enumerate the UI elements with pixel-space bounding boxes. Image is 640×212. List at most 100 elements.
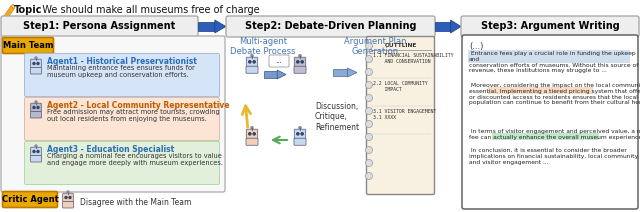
FancyBboxPatch shape: [246, 138, 258, 145]
Polygon shape: [11, 4, 15, 9]
Circle shape: [365, 159, 372, 166]
Text: Moreover, considering the impact on the local community is
essential. Implementi: Moreover, considering the impact on the …: [469, 83, 640, 105]
Circle shape: [37, 151, 39, 152]
Text: : We should make all museums free of charge: : We should make all museums free of cha…: [36, 5, 260, 15]
FancyBboxPatch shape: [269, 55, 289, 67]
Text: Agent1 - Historical Preservationist: Agent1 - Historical Preservationist: [47, 57, 197, 66]
Circle shape: [365, 81, 372, 88]
Circle shape: [365, 42, 372, 49]
Circle shape: [301, 133, 303, 135]
FancyBboxPatch shape: [294, 57, 306, 67]
Circle shape: [33, 151, 35, 152]
Text: Multi-agent
Debate Process: Multi-agent Debate Process: [230, 37, 296, 56]
Circle shape: [365, 95, 372, 102]
FancyBboxPatch shape: [246, 129, 258, 138]
Circle shape: [33, 106, 35, 109]
Text: 3.1 VISITOR ENGAGEMENT
3.1 XXXX: 3.1 VISITOR ENGAGEMENT 3.1 XXXX: [373, 109, 436, 120]
FancyBboxPatch shape: [462, 35, 638, 209]
Circle shape: [253, 133, 255, 135]
Circle shape: [35, 101, 37, 103]
FancyBboxPatch shape: [31, 112, 42, 118]
FancyBboxPatch shape: [294, 66, 306, 73]
Text: In terms of visitor engagement and perceived value, a nominal
fee can actually e: In terms of visitor engagement and perce…: [469, 129, 640, 140]
Text: In conclusion, it is essential to consider the broader
implications on financial: In conclusion, it is essential to consid…: [469, 148, 640, 165]
Circle shape: [297, 61, 299, 63]
Text: Step1: Persona Assignment: Step1: Persona Assignment: [24, 21, 175, 31]
Text: Main Team: Main Team: [3, 40, 53, 49]
FancyBboxPatch shape: [63, 193, 74, 202]
Circle shape: [33, 63, 35, 64]
Text: Step2: Debate-Driven Planning: Step2: Debate-Driven Planning: [244, 21, 416, 31]
Text: 2.2 LOCAL COMMUNITY
    IMPACT: 2.2 LOCAL COMMUNITY IMPACT: [373, 81, 428, 92]
FancyBboxPatch shape: [31, 67, 42, 74]
Circle shape: [365, 146, 372, 153]
Text: Entrance fees play a crucial role in funding the upkeep and
conservation efforts: Entrance fees play a crucial role in fun…: [469, 51, 638, 73]
Text: Agent3 - Education Specialist: Agent3 - Education Specialist: [47, 145, 174, 154]
FancyBboxPatch shape: [226, 16, 435, 37]
Polygon shape: [451, 20, 461, 33]
Circle shape: [251, 127, 253, 129]
Circle shape: [365, 107, 372, 114]
Text: Step3: Argument Writing: Step3: Argument Writing: [481, 21, 620, 31]
FancyBboxPatch shape: [31, 155, 42, 162]
Text: Agent2 - Local Community Representative: Agent2 - Local Community Representative: [47, 101, 230, 110]
Circle shape: [249, 133, 251, 135]
Bar: [492, 133, 599, 140]
FancyBboxPatch shape: [3, 191, 58, 208]
Circle shape: [251, 55, 253, 57]
Circle shape: [301, 61, 303, 63]
FancyBboxPatch shape: [294, 138, 306, 145]
FancyBboxPatch shape: [63, 201, 74, 208]
Text: 1.1 FINANCIAL SUSTAINABILITY
    AND CONSERVATION: 1.1 FINANCIAL SUSTAINABILITY AND CONSERV…: [373, 53, 454, 64]
Circle shape: [365, 134, 372, 141]
Text: Discussion,
Critique,
Refinement: Discussion, Critique, Refinement: [315, 102, 359, 132]
Text: (...): (...): [469, 42, 483, 51]
Bar: [333, 69, 348, 76]
Circle shape: [37, 106, 39, 109]
FancyBboxPatch shape: [31, 147, 42, 156]
Circle shape: [365, 120, 372, 127]
Circle shape: [65, 197, 67, 198]
Circle shape: [365, 68, 372, 75]
FancyBboxPatch shape: [24, 141, 220, 184]
Text: Topic: Topic: [14, 5, 42, 15]
FancyBboxPatch shape: [246, 57, 258, 67]
Circle shape: [365, 173, 372, 180]
Text: Disagree with the Main Team: Disagree with the Main Team: [80, 198, 191, 207]
FancyBboxPatch shape: [1, 16, 198, 37]
FancyBboxPatch shape: [31, 103, 42, 112]
Bar: [264, 71, 277, 78]
Circle shape: [297, 133, 299, 135]
Text: Free admission may attract more tourists, crowding
out local residents from enjo: Free admission may attract more tourists…: [47, 109, 220, 122]
Polygon shape: [215, 20, 226, 33]
Circle shape: [253, 61, 255, 63]
Circle shape: [35, 57, 37, 59]
Text: Maintaining entrance fees ensures funds for
museum upkeep and conservation effor: Maintaining entrance fees ensures funds …: [47, 65, 195, 78]
FancyBboxPatch shape: [367, 36, 435, 194]
FancyBboxPatch shape: [246, 66, 258, 73]
Circle shape: [299, 55, 301, 57]
FancyBboxPatch shape: [1, 36, 225, 192]
FancyBboxPatch shape: [24, 98, 220, 141]
FancyBboxPatch shape: [294, 129, 306, 138]
Bar: [468, 50, 630, 63]
Polygon shape: [277, 70, 286, 79]
Polygon shape: [4, 6, 14, 19]
Bar: [198, 22, 215, 31]
Text: OUTTLINE: OUTTLINE: [384, 43, 417, 48]
FancyBboxPatch shape: [461, 16, 639, 37]
FancyBboxPatch shape: [31, 59, 42, 68]
Circle shape: [37, 63, 39, 64]
Circle shape: [35, 145, 37, 147]
Circle shape: [365, 56, 372, 63]
Bar: [488, 87, 593, 94]
Polygon shape: [348, 68, 357, 77]
Text: Argument Plan
Generation: Argument Plan Generation: [344, 37, 406, 56]
Circle shape: [69, 197, 71, 198]
Circle shape: [249, 61, 251, 63]
Text: Charging a nominal fee encourages visitors to value
and engage more deeply with : Charging a nominal fee encourages visito…: [47, 153, 223, 166]
Circle shape: [67, 191, 69, 193]
Circle shape: [299, 127, 301, 129]
FancyBboxPatch shape: [24, 53, 220, 96]
Text: ...: ...: [276, 58, 282, 64]
